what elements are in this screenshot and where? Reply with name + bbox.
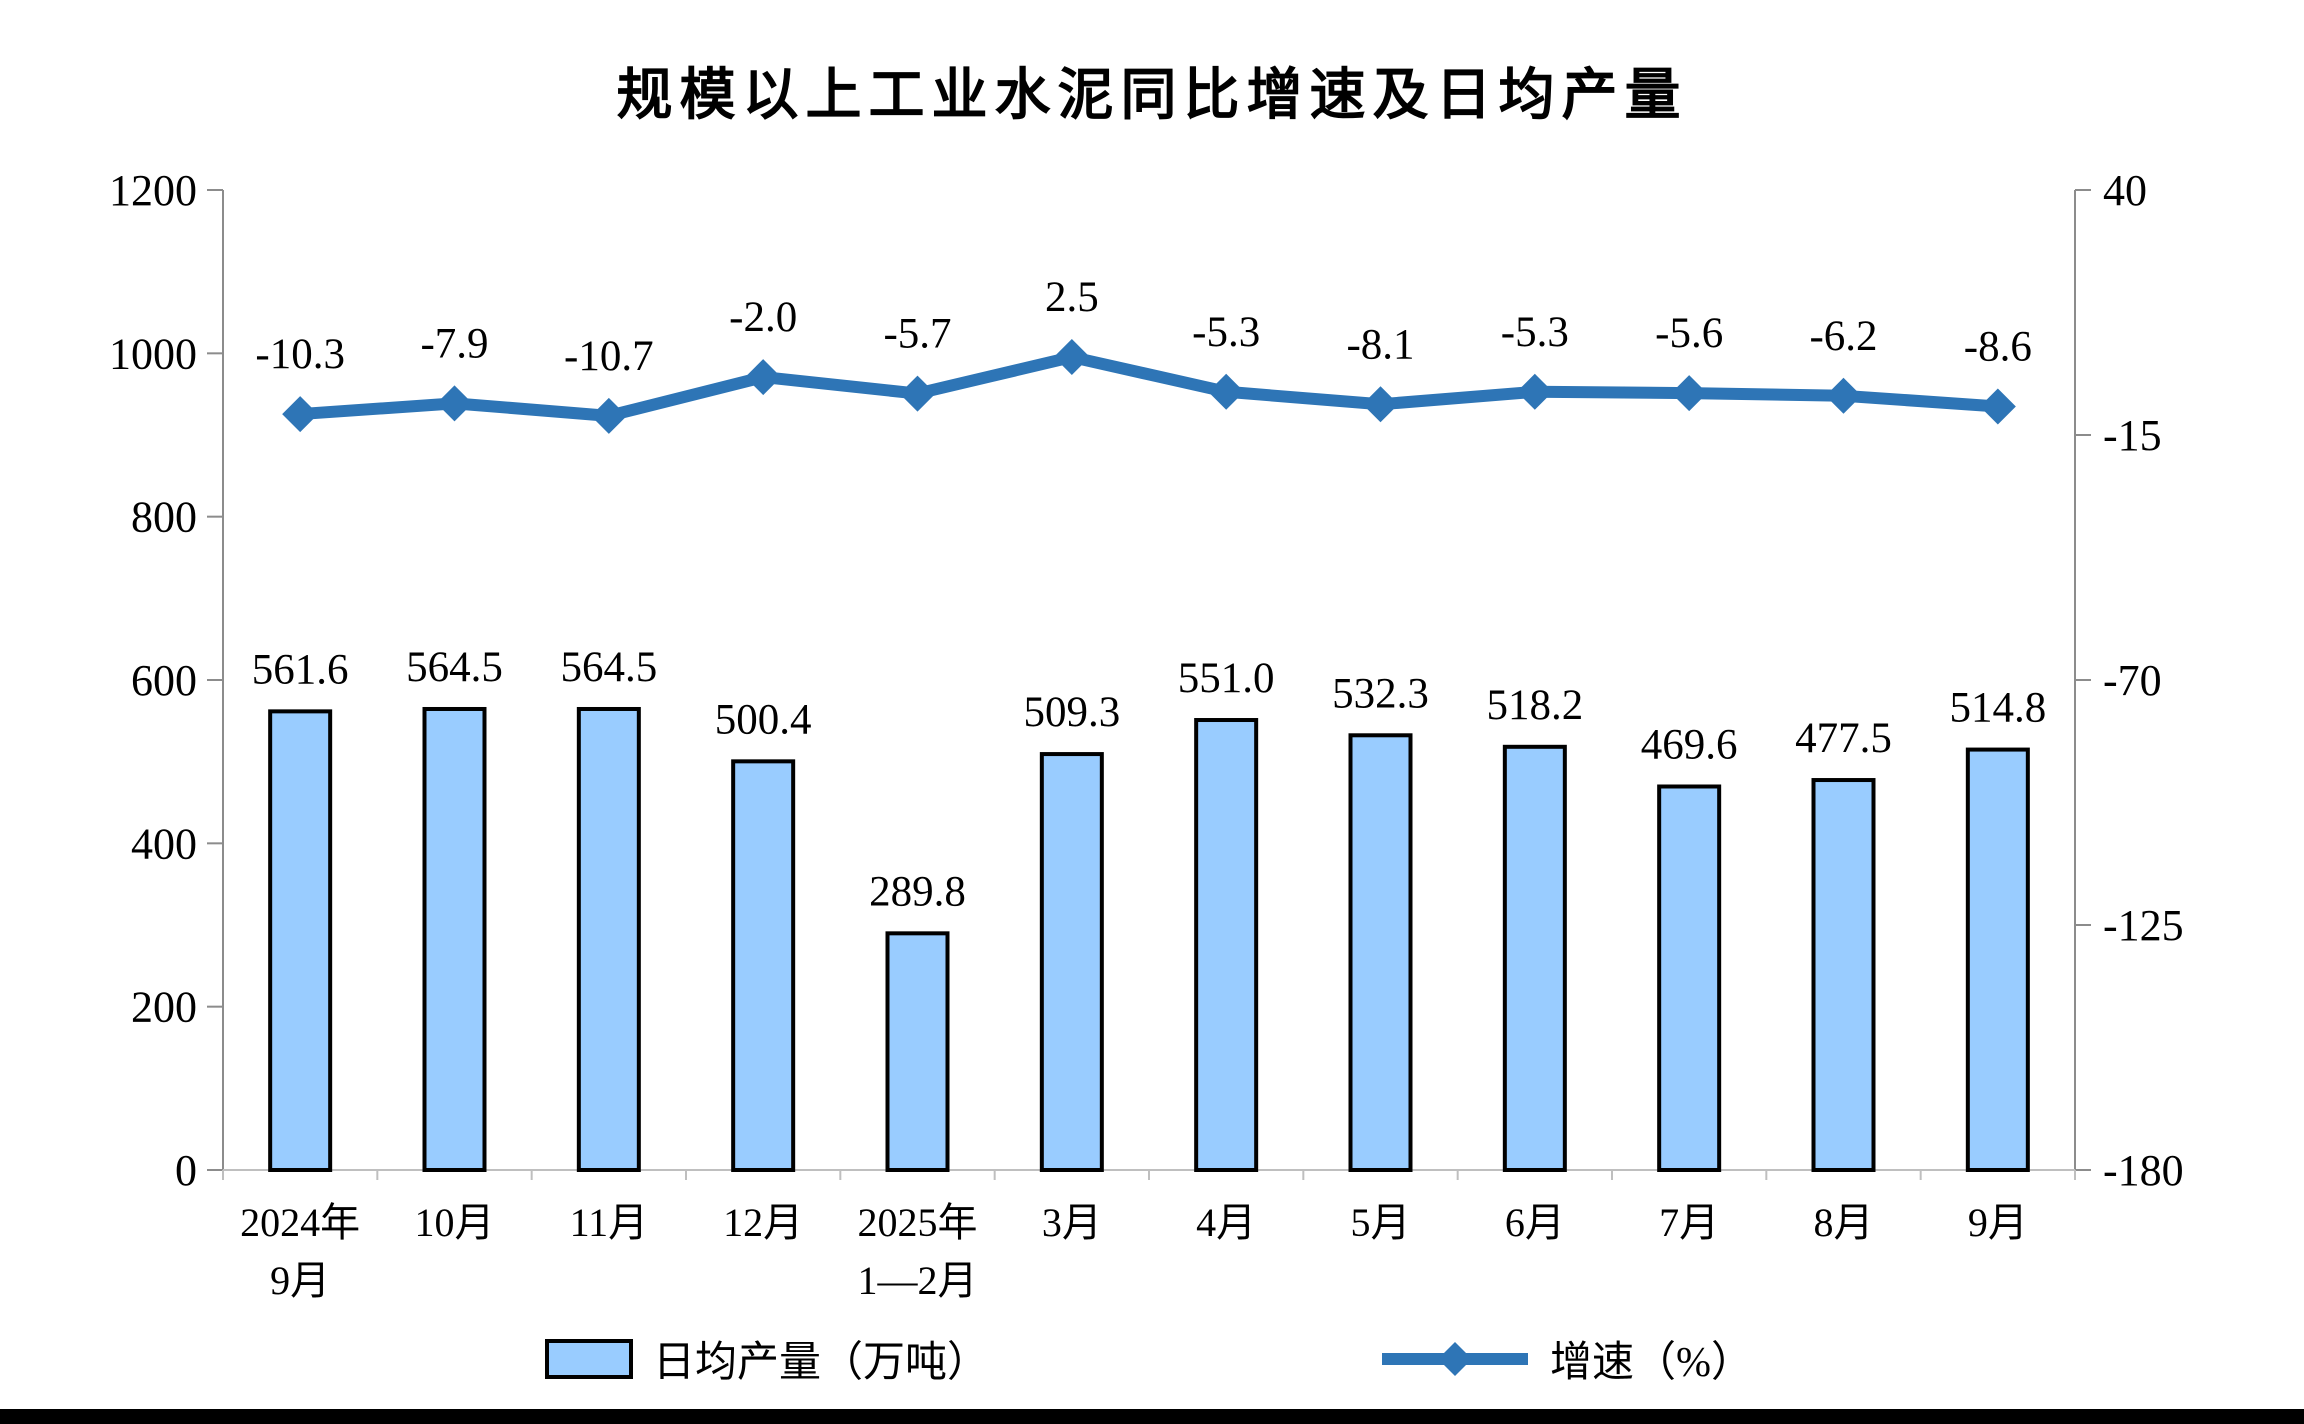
line-value-label: -8.6 bbox=[1964, 323, 2032, 370]
legend-bar-label: 日均产量（万吨） bbox=[653, 1340, 990, 1386]
x-axis-category-label: 9月 bbox=[1968, 1200, 2028, 1245]
bar-value-label: 500.4 bbox=[715, 696, 812, 743]
bar bbox=[1502, 744, 1567, 1172]
bar-value-label: 564.5 bbox=[406, 644, 503, 691]
legend-line-marker-icon bbox=[1382, 1341, 1528, 1376]
x-axis-category-label: 2024年 bbox=[240, 1200, 360, 1245]
bar bbox=[1039, 752, 1104, 1172]
bar-value-label: 477.5 bbox=[1795, 715, 1892, 762]
bar bbox=[1657, 784, 1722, 1172]
line-marker bbox=[1825, 377, 1862, 414]
left-axis-tick-label: 1200 bbox=[109, 166, 197, 215]
chart-legend: 日均产量（万吨） 增速（%） bbox=[0, 1328, 2304, 1398]
bar-value-label: 564.5 bbox=[560, 644, 657, 691]
bar bbox=[731, 759, 796, 1173]
growth-line bbox=[294, 351, 2004, 422]
line-marker bbox=[1053, 339, 1090, 376]
chart-title: 规模以上工业水泥同比增速及日均产量 bbox=[616, 63, 1688, 126]
x-axis-category-label: 11月 bbox=[570, 1200, 649, 1245]
line-marker bbox=[1671, 375, 1708, 412]
line-value-label: 2.5 bbox=[1045, 274, 1099, 321]
legend-item-daily-output: 日均产量（万吨） bbox=[545, 1328, 989, 1389]
line-marker bbox=[1516, 373, 1553, 410]
left-axis-tick-label: 400 bbox=[131, 819, 197, 868]
bar-value-label: 561.6 bbox=[252, 646, 349, 693]
left-axis-tick-label: 200 bbox=[131, 983, 197, 1032]
line-marker bbox=[899, 375, 936, 412]
legend-line-label: 增速（%） bbox=[1550, 1340, 1753, 1386]
line-value-label: -5.7 bbox=[883, 311, 951, 358]
x-axis-category-label: 4月 bbox=[1196, 1200, 1256, 1245]
x-axis-category-label: 6月 bbox=[1505, 1200, 1565, 1245]
bar-value-label: 289.8 bbox=[869, 868, 966, 915]
line-marker bbox=[436, 385, 473, 422]
bar bbox=[1965, 747, 2030, 1173]
line-value-label: -5.3 bbox=[1501, 309, 1569, 356]
x-axis-category-label: 12月 bbox=[723, 1200, 803, 1245]
line-marker bbox=[1979, 388, 2016, 425]
line-value-label: -7.9 bbox=[420, 320, 488, 367]
right-axis-tick-label: -125 bbox=[2103, 901, 2184, 950]
right-axis-tick-label: -180 bbox=[2103, 1146, 2184, 1195]
right-axis-tick-label: -70 bbox=[2103, 656, 2162, 705]
bar bbox=[1348, 733, 1413, 1172]
x-axis-category-label: 2025年 bbox=[858, 1200, 978, 1245]
line-value-label: -8.1 bbox=[1346, 321, 1414, 368]
line-value-label: -6.2 bbox=[1809, 313, 1877, 360]
line-marker bbox=[590, 397, 627, 434]
left-axis-tick-label: 600 bbox=[131, 656, 197, 705]
line-marker bbox=[745, 359, 782, 396]
line-marker bbox=[282, 396, 319, 433]
line-marker bbox=[1362, 386, 1399, 423]
bar bbox=[576, 706, 641, 1172]
bar-value-label: 518.2 bbox=[1486, 682, 1583, 729]
legend-item-growth-rate: 增速（%） bbox=[1380, 1328, 1753, 1389]
bar-value-label: 514.8 bbox=[1949, 685, 2046, 732]
bar-value-label: 532.3 bbox=[1332, 670, 1429, 717]
bar-value-label: 551.0 bbox=[1178, 655, 1275, 702]
bar bbox=[268, 709, 333, 1172]
x-axis-category-label: 5月 bbox=[1351, 1200, 1411, 1245]
bar-value-label: 509.3 bbox=[1023, 689, 1120, 736]
x-axis-category-label: 3月 bbox=[1042, 1200, 1102, 1245]
bar-value-label: 469.6 bbox=[1641, 721, 1738, 768]
x-axis-category-label: 7月 bbox=[1659, 1200, 1719, 1245]
line-value-label: -10.7 bbox=[564, 333, 654, 380]
x-axis-category-label: 8月 bbox=[1814, 1200, 1874, 1245]
line-value-label: -2.0 bbox=[729, 294, 797, 341]
line-value-label: -10.3 bbox=[255, 331, 345, 378]
line-marker bbox=[1208, 373, 1245, 410]
page-bottom-border bbox=[0, 1409, 2304, 1424]
x-axis-category-label: 9月 bbox=[270, 1258, 330, 1303]
right-axis-tick-label: 40 bbox=[2103, 166, 2147, 215]
right-axis-tick-label: -15 bbox=[2103, 411, 2162, 460]
left-axis-tick-label: 800 bbox=[131, 493, 197, 542]
x-axis-category-label: 10月 bbox=[415, 1200, 495, 1245]
left-axis-tick-label: 1000 bbox=[109, 329, 197, 378]
legend-bar-swatch bbox=[545, 1338, 633, 1379]
bar bbox=[422, 706, 487, 1172]
bar bbox=[1194, 718, 1259, 1172]
line-value-label: -5.3 bbox=[1192, 309, 1260, 356]
bar bbox=[1811, 778, 1876, 1173]
bar bbox=[885, 931, 950, 1173]
x-axis-category-label: 1—2月 bbox=[858, 1258, 978, 1303]
left-axis-tick-label: 0 bbox=[175, 1146, 197, 1195]
line-value-label: -5.6 bbox=[1655, 310, 1723, 357]
